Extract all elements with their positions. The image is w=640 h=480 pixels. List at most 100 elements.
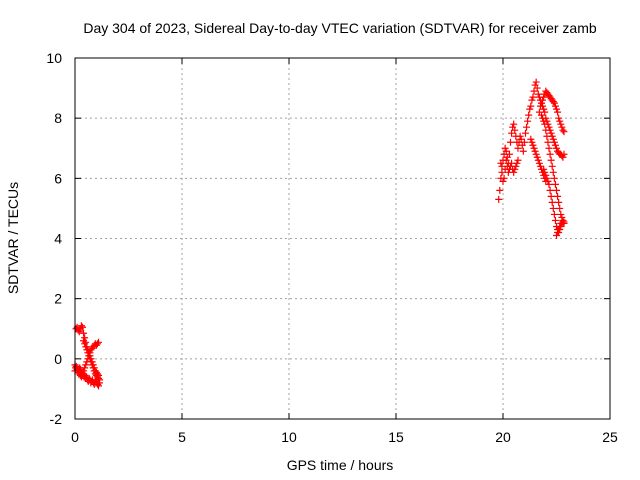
- data-point: [551, 141, 559, 149]
- data-point: [529, 93, 537, 101]
- data-point: [553, 231, 560, 239]
- data-point: [86, 355, 94, 363]
- data-point: [90, 367, 98, 375]
- data-point: [560, 150, 568, 158]
- data-point: [554, 108, 562, 116]
- data-point: [533, 84, 541, 92]
- y-tick-label: 2: [54, 291, 62, 307]
- data-point: [547, 129, 555, 137]
- x-tick-label: 0: [71, 429, 79, 445]
- chart-title: Day 304 of 2023, Sidereal Day-to-day VTE…: [83, 20, 596, 36]
- data-point: [554, 192, 562, 200]
- data-point: [541, 174, 549, 182]
- data-point: [520, 138, 528, 146]
- data-point: [560, 218, 568, 226]
- data-point: [540, 105, 548, 113]
- y-axis-label: SDTVAR / TECUs: [5, 182, 21, 294]
- data-point: [556, 117, 564, 125]
- data-point: [527, 135, 535, 143]
- data-point: [559, 126, 567, 134]
- data-point: [535, 108, 543, 116]
- data-point: [551, 102, 559, 110]
- y-tick-label: 10: [46, 50, 62, 66]
- data-point: [556, 204, 564, 212]
- data-point: [539, 168, 547, 176]
- y-tick-label: 8: [54, 110, 62, 126]
- data-point: [535, 159, 543, 167]
- data-point: [84, 349, 92, 357]
- data-point: [538, 165, 546, 173]
- data-point: [555, 198, 563, 206]
- data-point: [550, 99, 558, 107]
- data-point: [534, 156, 542, 164]
- data-point: [528, 96, 536, 104]
- data-point: [496, 186, 504, 194]
- data-point: [555, 225, 563, 233]
- data-point: [553, 144, 560, 152]
- data-point: [96, 376, 104, 384]
- data-point: [546, 150, 554, 158]
- data-point: [525, 111, 533, 119]
- data-point: [557, 120, 565, 128]
- data-point: [539, 114, 547, 122]
- data-point: [88, 361, 96, 369]
- data-point: [511, 126, 519, 134]
- data-point: [553, 186, 560, 194]
- data-point: [551, 216, 559, 224]
- data-point: [541, 120, 549, 128]
- data-point: [560, 128, 568, 136]
- data-point: [85, 352, 93, 360]
- data-point: [87, 358, 95, 366]
- data-point: [512, 162, 520, 170]
- data-point: [523, 123, 531, 131]
- data-point: [502, 147, 510, 155]
- x-tick-label: 15: [388, 429, 404, 445]
- data-point: [534, 90, 542, 98]
- x-tick-label: 10: [281, 429, 297, 445]
- data-point: [506, 138, 514, 146]
- data-point: [510, 120, 518, 128]
- data-point: [538, 99, 546, 107]
- data-point: [547, 192, 555, 200]
- data-point: [546, 186, 554, 194]
- data-point: [532, 150, 540, 158]
- data-point: [545, 180, 553, 188]
- data-point: [549, 98, 557, 106]
- data-point: [502, 156, 510, 164]
- data-point: [542, 177, 550, 185]
- data-point: [94, 380, 102, 388]
- x-tick-label: 5: [178, 429, 186, 445]
- data-point: [499, 177, 507, 185]
- data-point: [81, 334, 89, 342]
- data-point: [536, 162, 544, 170]
- data-point: [544, 138, 552, 146]
- data-point: [549, 135, 557, 143]
- data-point: [80, 337, 88, 345]
- data-point: [510, 168, 518, 176]
- data-point: [508, 129, 516, 137]
- data-point: [78, 323, 86, 331]
- data-point: [78, 370, 86, 378]
- data-point: [95, 382, 103, 390]
- data-point: [83, 346, 91, 354]
- grid-lines: [75, 58, 610, 419]
- data-point: [539, 96, 547, 104]
- data-point: [517, 135, 525, 143]
- data-point: [558, 123, 566, 131]
- x-tick-label: 25: [602, 429, 618, 445]
- data-point: [542, 126, 550, 134]
- data-point: [559, 153, 567, 161]
- data-point: [548, 162, 556, 170]
- data-point: [545, 123, 553, 131]
- data-point: [549, 204, 557, 212]
- y-tick-label: -2: [50, 411, 63, 427]
- data-point: [513, 159, 521, 167]
- data-point: [77, 373, 85, 381]
- data-point: [530, 144, 538, 152]
- data-point: [545, 144, 553, 152]
- data-point: [93, 340, 101, 348]
- data-point: [514, 144, 522, 152]
- data-point: [540, 171, 548, 179]
- data-point: [500, 174, 508, 182]
